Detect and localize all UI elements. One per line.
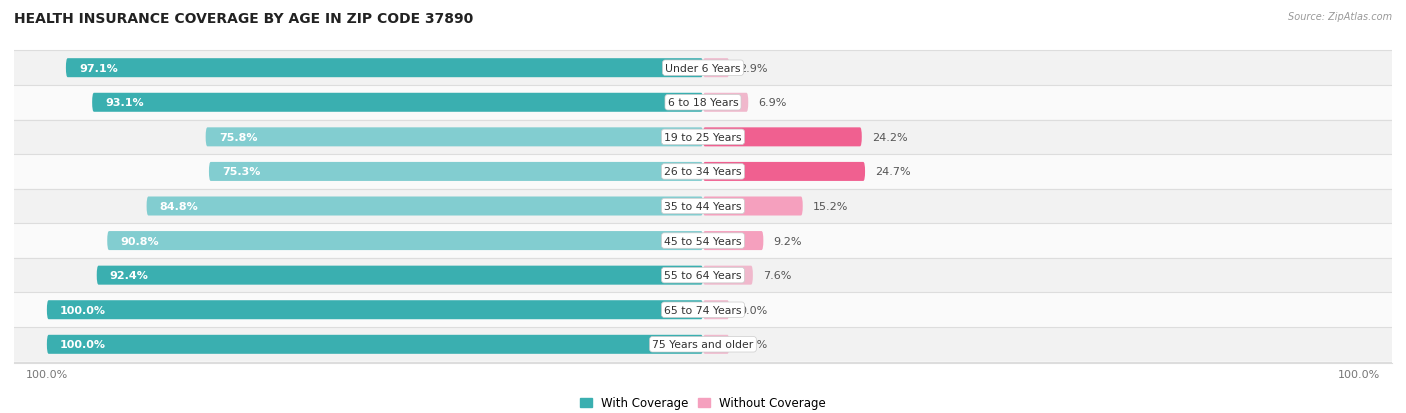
FancyBboxPatch shape bbox=[14, 86, 1392, 120]
FancyBboxPatch shape bbox=[14, 258, 1392, 293]
FancyBboxPatch shape bbox=[209, 163, 703, 181]
Text: 65 to 74 Years: 65 to 74 Years bbox=[664, 305, 742, 315]
Text: 24.7%: 24.7% bbox=[875, 167, 911, 177]
FancyBboxPatch shape bbox=[14, 189, 1392, 224]
FancyBboxPatch shape bbox=[14, 155, 1392, 189]
Text: 7.6%: 7.6% bbox=[762, 271, 792, 280]
Text: 55 to 64 Years: 55 to 64 Years bbox=[664, 271, 742, 280]
Text: 100.0%: 100.0% bbox=[60, 305, 105, 315]
Text: 15.2%: 15.2% bbox=[813, 202, 848, 211]
FancyBboxPatch shape bbox=[703, 59, 730, 78]
FancyBboxPatch shape bbox=[46, 301, 703, 320]
FancyBboxPatch shape bbox=[703, 128, 862, 147]
FancyBboxPatch shape bbox=[703, 197, 803, 216]
FancyBboxPatch shape bbox=[14, 224, 1392, 258]
FancyBboxPatch shape bbox=[97, 266, 703, 285]
FancyBboxPatch shape bbox=[146, 197, 703, 216]
FancyBboxPatch shape bbox=[205, 128, 703, 147]
FancyBboxPatch shape bbox=[14, 327, 1392, 362]
FancyBboxPatch shape bbox=[14, 120, 1392, 155]
Text: 45 to 54 Years: 45 to 54 Years bbox=[664, 236, 742, 246]
Text: 9.2%: 9.2% bbox=[773, 236, 801, 246]
FancyBboxPatch shape bbox=[703, 93, 748, 112]
FancyBboxPatch shape bbox=[703, 163, 865, 181]
Text: Under 6 Years: Under 6 Years bbox=[665, 64, 741, 74]
Text: 2.9%: 2.9% bbox=[740, 64, 768, 74]
Text: 0.0%: 0.0% bbox=[740, 339, 768, 349]
Text: 6 to 18 Years: 6 to 18 Years bbox=[668, 98, 738, 108]
FancyBboxPatch shape bbox=[46, 335, 703, 354]
Text: 6.9%: 6.9% bbox=[758, 98, 786, 108]
Text: 90.8%: 90.8% bbox=[121, 236, 159, 246]
FancyBboxPatch shape bbox=[93, 93, 703, 112]
Legend: With Coverage, Without Coverage: With Coverage, Without Coverage bbox=[575, 392, 831, 413]
FancyBboxPatch shape bbox=[107, 232, 703, 250]
Text: 97.1%: 97.1% bbox=[79, 64, 118, 74]
FancyBboxPatch shape bbox=[14, 293, 1392, 327]
Text: Source: ZipAtlas.com: Source: ZipAtlas.com bbox=[1288, 12, 1392, 22]
Text: 0.0%: 0.0% bbox=[740, 305, 768, 315]
Text: 75.8%: 75.8% bbox=[219, 133, 257, 142]
Text: 84.8%: 84.8% bbox=[160, 202, 198, 211]
FancyBboxPatch shape bbox=[66, 59, 703, 78]
Text: 92.4%: 92.4% bbox=[110, 271, 149, 280]
Text: 24.2%: 24.2% bbox=[872, 133, 907, 142]
Text: 19 to 25 Years: 19 to 25 Years bbox=[664, 133, 742, 142]
Text: 35 to 44 Years: 35 to 44 Years bbox=[664, 202, 742, 211]
FancyBboxPatch shape bbox=[703, 335, 730, 354]
Text: 93.1%: 93.1% bbox=[105, 98, 143, 108]
FancyBboxPatch shape bbox=[14, 51, 1392, 86]
Text: 75.3%: 75.3% bbox=[222, 167, 260, 177]
FancyBboxPatch shape bbox=[703, 266, 752, 285]
Text: HEALTH INSURANCE COVERAGE BY AGE IN ZIP CODE 37890: HEALTH INSURANCE COVERAGE BY AGE IN ZIP … bbox=[14, 12, 474, 26]
FancyBboxPatch shape bbox=[703, 232, 763, 250]
Text: 26 to 34 Years: 26 to 34 Years bbox=[664, 167, 742, 177]
Text: 100.0%: 100.0% bbox=[60, 339, 105, 349]
Text: 75 Years and older: 75 Years and older bbox=[652, 339, 754, 349]
FancyBboxPatch shape bbox=[703, 301, 730, 320]
